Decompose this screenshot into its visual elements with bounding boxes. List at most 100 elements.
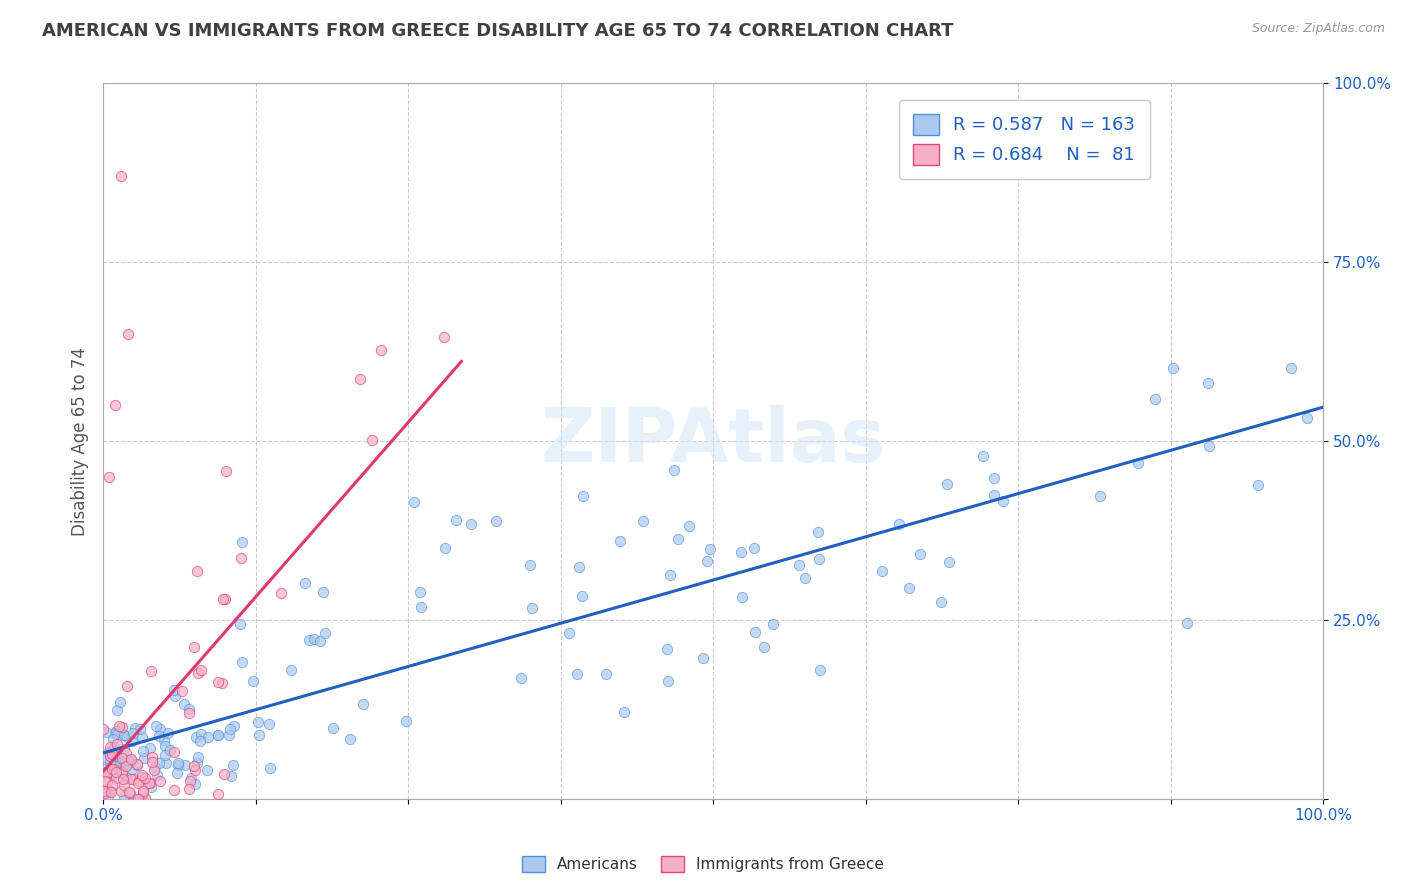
Point	[127, 756, 149, 771]
Point	[120, 772, 142, 786]
Point	[936, 476, 959, 491]
Point	[121, 726, 143, 740]
Point	[120, 752, 142, 766]
Point	[247, 715, 270, 730]
Point	[983, 471, 1005, 485]
Point	[184, 777, 207, 791]
Point	[657, 674, 679, 689]
Point	[155, 739, 177, 754]
Point	[520, 601, 543, 615]
Point	[742, 541, 765, 556]
Point	[91, 722, 114, 736]
Legend: Americans, Immigrants from Greece: Americans, Immigrants from Greece	[515, 848, 891, 880]
Point	[609, 534, 631, 549]
Point	[112, 778, 135, 792]
Point	[762, 616, 785, 631]
Point	[180, 771, 202, 785]
Point	[339, 731, 361, 746]
Point	[141, 750, 163, 764]
Point	[280, 664, 302, 678]
Point	[360, 433, 382, 447]
Point	[186, 756, 208, 770]
Point	[134, 772, 156, 786]
Point	[207, 728, 229, 742]
Point	[97, 784, 120, 798]
Point	[370, 343, 392, 357]
Point	[149, 773, 172, 788]
Point	[149, 722, 172, 736]
Point	[572, 489, 595, 503]
Point	[752, 640, 775, 655]
Point	[125, 758, 148, 772]
Point	[190, 663, 212, 677]
Point	[173, 697, 195, 711]
Point	[696, 554, 718, 568]
Point	[183, 640, 205, 654]
Point	[93, 784, 115, 798]
Point	[131, 730, 153, 744]
Point	[699, 542, 721, 557]
Point	[153, 732, 176, 747]
Point	[938, 556, 960, 570]
Point	[188, 733, 211, 747]
Point	[631, 514, 654, 528]
Point	[247, 728, 270, 742]
Point	[153, 747, 176, 762]
Point	[229, 551, 252, 566]
Point	[103, 748, 125, 763]
Point	[1175, 615, 1198, 630]
Point	[730, 545, 752, 559]
Point	[96, 725, 118, 739]
Point	[177, 706, 200, 721]
Point	[658, 567, 681, 582]
Point	[148, 729, 170, 743]
Point	[103, 762, 125, 776]
Point	[111, 751, 134, 765]
Text: ZIPAtlas: ZIPAtlas	[541, 405, 886, 477]
Point	[162, 682, 184, 697]
Point	[127, 776, 149, 790]
Legend: R = 0.587   N = 163, R = 0.684    N =  81: R = 0.587 N = 163, R = 0.684 N = 81	[898, 100, 1150, 179]
Point	[139, 740, 162, 755]
Point	[352, 697, 374, 711]
Point	[101, 757, 124, 772]
Point	[105, 737, 128, 751]
Point	[138, 776, 160, 790]
Point	[259, 761, 281, 775]
Point	[132, 786, 155, 800]
Point	[1126, 456, 1149, 470]
Point	[322, 721, 344, 735]
Point	[218, 727, 240, 741]
Point	[98, 748, 121, 763]
Point	[103, 739, 125, 754]
Point	[118, 791, 141, 805]
Point	[983, 488, 1005, 502]
Point	[613, 705, 636, 719]
Text: Source: ZipAtlas.com: Source: ZipAtlas.com	[1251, 22, 1385, 36]
Point	[744, 624, 766, 639]
Point	[349, 372, 371, 386]
Point	[98, 755, 121, 769]
Point	[207, 728, 229, 742]
Point	[929, 595, 952, 609]
Point	[298, 632, 321, 647]
Point	[111, 765, 134, 780]
Point	[991, 493, 1014, 508]
Point	[117, 753, 139, 767]
Point	[294, 576, 316, 591]
Point	[143, 760, 166, 774]
Point	[1198, 439, 1220, 453]
Point	[787, 558, 810, 572]
Point	[112, 789, 135, 803]
Text: AMERICAN VS IMMIGRANTS FROM GREECE DISABILITY AGE 65 TO 74 CORRELATION CHART: AMERICAN VS IMMIGRANTS FROM GREECE DISAB…	[42, 22, 953, 40]
Point	[309, 633, 332, 648]
Point	[141, 665, 163, 679]
Point	[104, 759, 127, 773]
Point	[444, 513, 467, 527]
Point	[98, 745, 121, 759]
Y-axis label: Disability Age 65 to 74: Disability Age 65 to 74	[72, 347, 89, 535]
Point	[1247, 478, 1270, 492]
Point	[131, 767, 153, 781]
Point	[124, 721, 146, 735]
Point	[270, 585, 292, 599]
